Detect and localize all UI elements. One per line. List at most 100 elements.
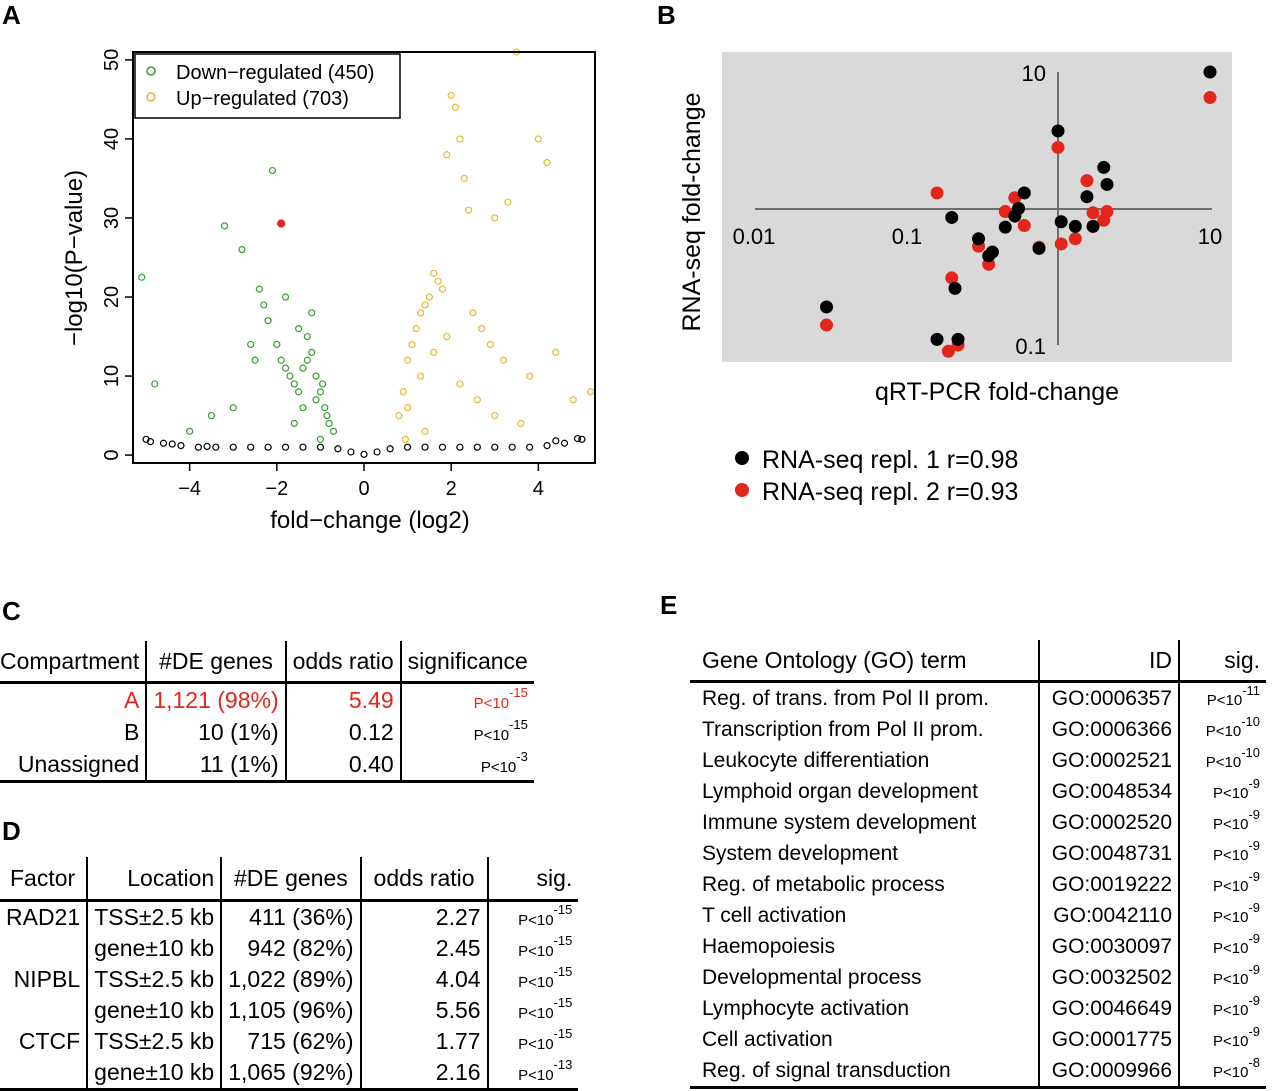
repl1-point: [1017, 186, 1031, 200]
repl2-point: [1086, 206, 1100, 220]
go-id-cell: GO:0002521: [1039, 745, 1180, 776]
compartment-cell: Unassigned: [0, 748, 148, 783]
legend-label-repl2: RNA-seq repl. 2 r=0.93: [762, 478, 1018, 506]
de-genes-cell: 1,121 (98%): [146, 682, 287, 716]
go-id-cell: GO:0006357: [1039, 681, 1180, 714]
volcano-point: [321, 404, 329, 412]
volcano-point: [412, 325, 420, 333]
volcano-point: [421, 427, 429, 435]
sig-cell: P<10-9: [1179, 962, 1266, 993]
p-value-exponent: -15: [553, 1026, 573, 1042]
sig-cell: P<10-15: [488, 964, 579, 995]
volcano-point: [347, 448, 355, 456]
legend-box: [134, 53, 401, 119]
p-value-prefix: P<10: [518, 1005, 554, 1022]
legend-label-down: Down−regulated (450): [176, 62, 374, 84]
location-cell: gene±10 kb: [87, 995, 223, 1026]
location-cell: TSS±2.5 kb: [87, 964, 223, 995]
p-value-prefix: P<10: [473, 694, 510, 712]
p-value-prefix: P<10: [518, 1036, 554, 1053]
volcano-point: [286, 372, 294, 380]
volcano-point: [473, 396, 481, 404]
x-tick-label: −4: [178, 478, 201, 500]
table-row: gene±10 kb 1,105 (96%) 5.56 P<10-15: [0, 995, 578, 1026]
table-row: Reg. of trans. from Pol II prom. GO:00063…: [690, 681, 1266, 714]
x-axis-label: fold−change (log2): [270, 507, 469, 534]
p-value-exponent: -9: [1248, 1023, 1260, 1039]
volcano-point: [465, 206, 473, 214]
table-row: Unassigned 11 (1%) 0.40 P<10-3: [0, 748, 534, 783]
panel-label-d: D: [2, 816, 21, 846]
factor-cell: CTCF: [0, 1026, 89, 1057]
repl1-point: [820, 300, 834, 314]
volcano-point: [456, 443, 464, 451]
table-row: Haemopoiesis GO:0030097 P<10-9: [690, 931, 1266, 962]
volcano-point: [264, 443, 272, 451]
repl1-point: [948, 281, 962, 295]
table-row: gene±10 kb 1,065 (92%) 2.16 P<10-13: [0, 1057, 579, 1091]
volcano-point: [508, 443, 516, 451]
volcano-point: [543, 442, 551, 450]
go-term-table: Gene Ontology (GO) term ID sig. Reg. of …: [690, 640, 1266, 1089]
repl1-point: [951, 332, 965, 346]
p-value-prefix: P<10: [1212, 908, 1249, 926]
volcano-point: [281, 364, 290, 372]
repl1-point: [945, 210, 959, 224]
volcano-point: [312, 372, 320, 380]
volcano-point: [473, 443, 481, 451]
header-de-genes: #DE genes: [221, 857, 362, 902]
legend-marker-up: [146, 92, 156, 102]
sig-cell: P<10-15: [488, 995, 579, 1026]
p-value-exponent: -15: [553, 995, 573, 1011]
location-cell: TSS±2.5 kb: [87, 900, 223, 933]
volcano-point: [417, 372, 425, 380]
repl1-point: [1100, 177, 1114, 191]
volcano-point: [138, 273, 146, 281]
table-row: RAD21 TSS±2.5 kb 411 (36%) 2.27 P<10-15: [0, 900, 578, 933]
table-row: Reg. of signal transduction GO:0009966 P<1…: [690, 1055, 1266, 1089]
sig-cell: P<10-9: [1179, 900, 1266, 931]
legend-label-up: Up−regulated (703): [176, 88, 349, 110]
volcano-point: [373, 448, 381, 456]
table-row: Lymphoid organ development GO:0048534 P<10…: [690, 776, 1266, 807]
table-row: B 10 (1%) 0.12 P<10-15: [0, 716, 534, 748]
header-location: Location: [87, 857, 223, 902]
panel-label-c: C: [2, 596, 21, 626]
volcano-point: [569, 396, 577, 404]
repl2-point: [1051, 140, 1065, 154]
de-genes-cell: 411 (36%): [221, 900, 362, 933]
volcano-point: [573, 434, 582, 443]
volcano-point: [421, 301, 429, 309]
go-id-cell: GO:0048731: [1039, 838, 1180, 869]
p-value-prefix: P<10: [1212, 939, 1249, 957]
x-tick-label: 4: [533, 478, 544, 500]
volcano-point: [316, 443, 325, 451]
volcano-point: [159, 439, 168, 447]
volcano-point: [425, 293, 433, 301]
volcano-point: [526, 372, 534, 380]
go-term-cell: T cell activation: [690, 900, 1040, 931]
go-term-cell: Transcription from Pol II prom.: [690, 714, 1040, 745]
volcano-point: [491, 443, 499, 451]
volcano-point: [456, 380, 464, 388]
volcano-point: [316, 435, 325, 443]
p-value-prefix: P<10: [1212, 877, 1249, 895]
factor-cell: [0, 995, 89, 1026]
volcano-point: [220, 222, 229, 230]
go-term-cell: Leukocyte differentiation: [690, 745, 1040, 776]
volcano-point: [299, 404, 307, 412]
volcano-point: [334, 445, 342, 453]
p-value-exponent: -10: [1241, 744, 1260, 760]
factor-cell: [0, 933, 89, 964]
sig-cell: P<10-9: [1179, 869, 1266, 900]
volcano-point: [264, 317, 272, 325]
go-term-cell: Reg. of metabolic process: [690, 869, 1040, 900]
go-term-cell: Reg. of trans. from Pol II prom.: [690, 681, 1040, 714]
location-cell: TSS±2.5 kb: [87, 1026, 223, 1057]
de-genes-cell: 1,065 (92%): [221, 1057, 362, 1091]
volcano-point: [451, 103, 460, 111]
sig-cell: P<10-15: [488, 1026, 579, 1057]
legend-marker-down: [146, 66, 156, 76]
y-axis-label: RNA-seq fold-change: [678, 92, 706, 331]
header-factor: Factor: [0, 857, 89, 902]
